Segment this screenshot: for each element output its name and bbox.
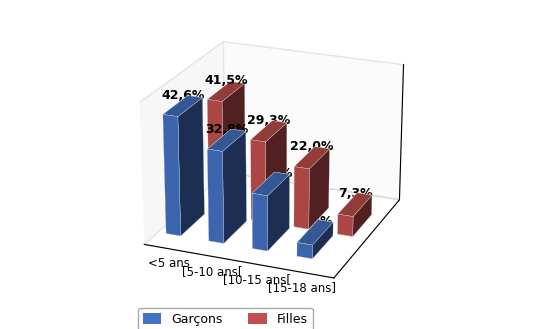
Legend: Garçons, Filles: Garçons, Filles — [137, 308, 313, 329]
